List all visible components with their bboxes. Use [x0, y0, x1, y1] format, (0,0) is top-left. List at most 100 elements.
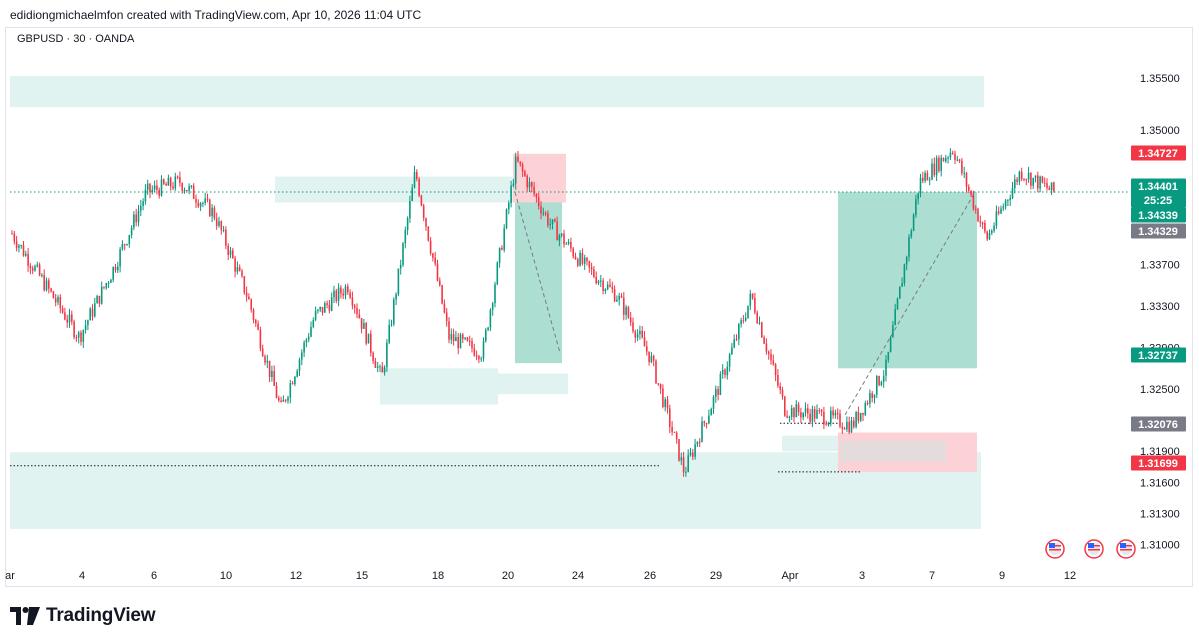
- candle-body: [572, 248, 574, 257]
- candle-body: [899, 286, 901, 299]
- candle-body: [84, 325, 87, 331]
- candle-body: [18, 245, 20, 248]
- candle-body: [220, 221, 223, 231]
- candle-body: [807, 408, 809, 414]
- zone-target: [515, 181, 562, 364]
- candle-body: [57, 296, 59, 303]
- candle-body: [832, 410, 834, 416]
- candle-body: [473, 348, 476, 356]
- candle-body: [266, 360, 269, 363]
- candle-body: [411, 187, 413, 201]
- candle-body: [570, 241, 572, 249]
- candle-body: [282, 399, 285, 402]
- candle-body: [1053, 182, 1055, 192]
- candle-body: [864, 402, 867, 415]
- x-tick-label: 6: [151, 570, 157, 582]
- candle-body: [1046, 183, 1048, 189]
- candle-body: [117, 266, 119, 271]
- candle-body: [542, 212, 545, 214]
- x-tick-label: 4: [79, 570, 85, 582]
- candle-body: [544, 212, 547, 214]
- candle-body: [692, 452, 694, 457]
- candle-body: [432, 253, 434, 258]
- candle-body: [1014, 179, 1016, 189]
- candle-body: [234, 258, 236, 272]
- candle-body: [238, 267, 241, 272]
- candle-body: [317, 309, 319, 311]
- candle-body: [680, 457, 683, 461]
- candle-body: [43, 275, 45, 291]
- candle-body: [36, 264, 39, 267]
- candle-body: [264, 356, 266, 363]
- candle-body: [756, 312, 758, 324]
- candle-body: [303, 342, 305, 353]
- candle-body: [993, 225, 995, 231]
- candle-body: [397, 268, 400, 295]
- candle-body: [919, 177, 922, 194]
- candle-body: [324, 303, 326, 313]
- candle-body: [880, 381, 883, 386]
- candle-body: [912, 214, 915, 231]
- candle-body: [857, 411, 860, 421]
- candle-body: [498, 247, 501, 263]
- candle-body: [482, 340, 485, 359]
- candle-body: [876, 376, 878, 395]
- candle-body: [436, 263, 439, 281]
- candle-body: [128, 235, 131, 245]
- candle-body: [466, 337, 469, 341]
- time-axis: ar 4 6 10 12 15 18 20 24 26 29 Apr 3 7 9 12: [5, 570, 1076, 582]
- price-label-bg: [1131, 455, 1186, 471]
- candle-body: [347, 286, 349, 293]
- flag-canton: [1088, 543, 1094, 548]
- candle-body: [563, 233, 565, 245]
- candle-body: [409, 200, 411, 219]
- candle-body: [574, 256, 577, 259]
- candle-body: [96, 295, 98, 304]
- candle-body: [151, 189, 154, 193]
- candle-body: [11, 233, 13, 235]
- chart-frame: [5, 27, 1193, 587]
- tradingview-logo[interactable]: TradingView: [10, 604, 156, 628]
- candle-body: [197, 202, 200, 207]
- us-flag-icon: [1045, 539, 1065, 559]
- candle-body: [928, 179, 931, 181]
- candle-body: [712, 396, 715, 409]
- candle-body: [540, 206, 542, 214]
- chart-zones: [10, 76, 984, 529]
- candle-body: [163, 179, 165, 184]
- candle-body: [586, 257, 588, 262]
- candle-body: [38, 264, 41, 276]
- us-flag-icon: [1084, 539, 1104, 559]
- candle-body: [381, 366, 384, 373]
- candle-body: [376, 366, 379, 368]
- candle-body: [606, 284, 609, 290]
- candle-body: [848, 421, 850, 433]
- candle-body: [27, 253, 29, 266]
- y-tick-label: 1.35000: [1140, 125, 1180, 137]
- candle-body: [698, 441, 701, 443]
- candle-body: [885, 359, 887, 376]
- candle-body: [1034, 175, 1037, 178]
- candle-body: [809, 413, 811, 422]
- candle-body: [144, 189, 147, 202]
- candle-body: [330, 297, 333, 311]
- candle-body: [255, 319, 257, 324]
- candle-body: [103, 286, 105, 288]
- candle-body: [427, 226, 430, 241]
- candle-body: [360, 318, 363, 329]
- candle-body: [694, 444, 696, 457]
- reference-lines: [10, 191, 1130, 473]
- candle-body: [1011, 188, 1014, 199]
- candle-body: [710, 408, 712, 416]
- candle-body: [761, 322, 763, 338]
- candle-body: [517, 156, 519, 162]
- candle-body: [945, 157, 947, 162]
- candle-body: [705, 423, 708, 425]
- candle-body: [616, 299, 618, 302]
- candle-body: [974, 208, 977, 210]
- candle-body: [402, 243, 404, 265]
- candle-body: [797, 404, 800, 413]
- price-label-bg: [1131, 347, 1186, 363]
- candle-body: [135, 214, 137, 223]
